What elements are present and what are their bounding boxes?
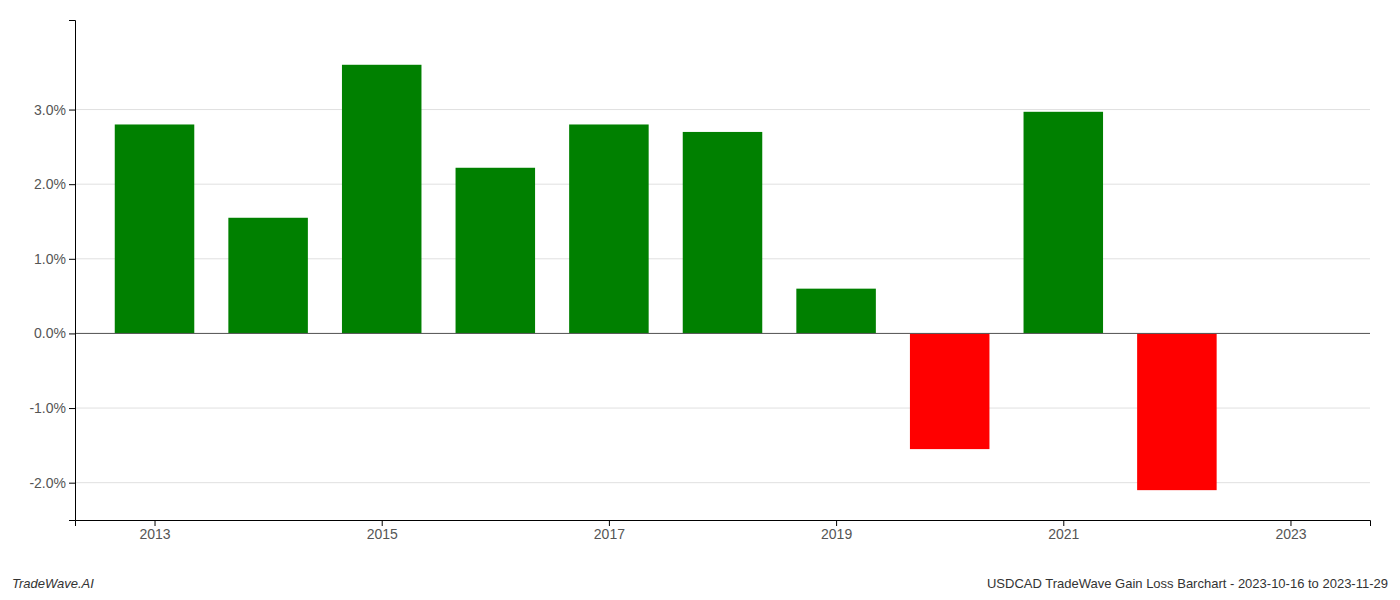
tick-label: 2015 (367, 526, 398, 542)
footer-right: USDCAD TradeWave Gain Loss Barchart - 20… (987, 576, 1388, 591)
axis-line (69, 21, 76, 521)
bar (456, 168, 536, 334)
tick-label: 2019 (821, 526, 852, 542)
bar (1024, 112, 1104, 334)
plot: -2.0%-1.0%0.0%1.0%2.0%3.0%20132015201720… (29, 21, 1370, 542)
tick-label: 2013 (139, 526, 170, 542)
bar (228, 218, 308, 334)
tick: 2015 (367, 520, 398, 542)
tick: 2013 (139, 520, 170, 542)
bar (910, 333, 990, 449)
tick-label: 2023 (1275, 526, 1306, 542)
tick: -2.0% (29, 475, 75, 491)
bar (683, 132, 763, 333)
tick: 0.0% (34, 325, 75, 341)
tick: 2023 (1275, 520, 1306, 542)
tick-label: -2.0% (29, 475, 66, 491)
chart: -2.0%-1.0%0.0%1.0%2.0%3.0%20132015201720… (0, 0, 1400, 600)
tick: 1.0% (34, 251, 75, 267)
bar (796, 289, 876, 334)
tick-label: 1.0% (34, 251, 66, 267)
footer-left: TradeWave.AI (12, 576, 94, 591)
tick: 2019 (821, 520, 852, 542)
tick-label: 3.0% (34, 102, 66, 118)
grid-line (75, 109, 1370, 110)
bar (115, 124, 195, 333)
zero-line (75, 333, 1370, 334)
y-axis: -2.0% -1.0% 0.0% 1.0% 2.0% 3.0% (29, 21, 75, 521)
grid-line (75, 333, 1370, 334)
bar (1137, 333, 1217, 490)
tick-label: 2017 (594, 526, 625, 542)
tick-mark (69, 483, 75, 484)
tick: 2017 (594, 520, 625, 542)
tick-label: 0.0% (34, 325, 66, 341)
tick-mark (69, 184, 75, 185)
tick: -1.0% (29, 400, 75, 416)
tick-label: 2021 (1048, 526, 1079, 542)
bar (569, 124, 649, 333)
tick-mark (69, 408, 75, 409)
axis-line (76, 521, 1371, 527)
tick: 2.0% (34, 176, 75, 192)
tick-label: 2.0% (34, 176, 66, 192)
bars (115, 65, 1217, 490)
tick-mark (69, 333, 75, 334)
tick: 3.0% (34, 102, 75, 118)
bar (342, 65, 422, 334)
x-axis: 2013 2015 2017 2019 2021 2023 (76, 520, 1371, 542)
tick-mark (69, 259, 75, 260)
tick: 2021 (1048, 520, 1079, 542)
tick-mark (69, 110, 75, 111)
tick-label: -1.0% (29, 400, 66, 416)
